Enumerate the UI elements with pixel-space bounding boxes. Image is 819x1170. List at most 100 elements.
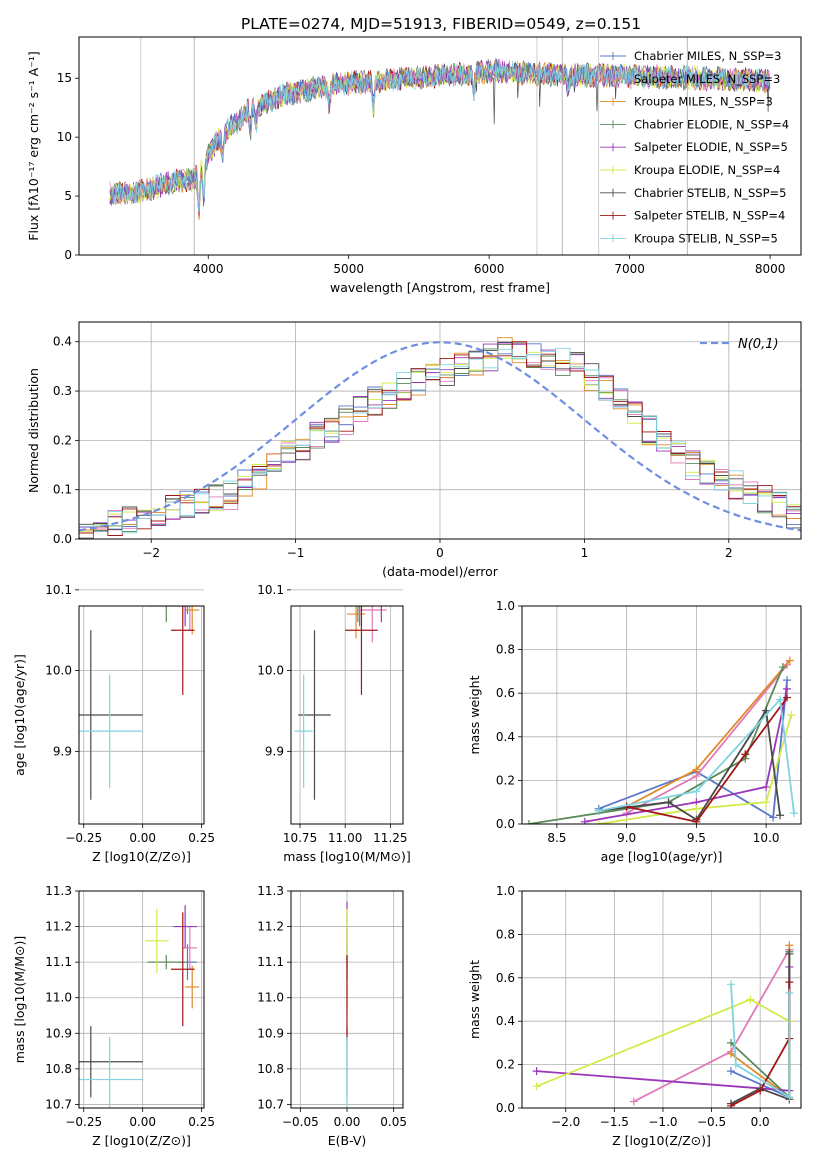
weight-marker — [783, 693, 792, 702]
weight-line-4 — [584, 688, 788, 823]
legend-entry-7: Salpeter STELIB, N_SSP=4 — [634, 209, 785, 223]
weight-marker — [778, 663, 787, 672]
y-tick-label: 0.0 — [496, 817, 515, 831]
x-tick-label: 7000 — [614, 262, 645, 276]
weight-marker — [532, 1067, 541, 1076]
weight-marker — [787, 711, 796, 719]
y-axis-label: mass weight — [467, 960, 482, 1039]
weight-marker — [727, 1038, 736, 1047]
legend-entry-8: Kroupa STELIB, N_SSP=5 — [634, 231, 778, 245]
weight-marker — [692, 787, 701, 796]
x-tick-label: 10.0 — [753, 831, 780, 845]
y-tick-label: 0.4 — [496, 1014, 515, 1028]
y-tick-label: 10.9 — [257, 1026, 284, 1040]
weight-marker — [532, 1082, 541, 1091]
figure-title: PLATE=0274, MJD=51913, FIBERID=0549, z=0… — [241, 15, 641, 33]
y-axis-label: age [log10(age/yr)] — [12, 654, 27, 776]
x-tick-label: 10.75 — [283, 831, 317, 845]
weight-marker — [594, 820, 603, 824]
x-tick-label: 5000 — [333, 262, 364, 276]
weight-marker — [785, 1093, 794, 1102]
legend-entry-1: Salpeter MILES, N_SSP=3 — [634, 72, 780, 86]
y-tick-label: 10.0 — [257, 664, 284, 678]
legend-entry-2: Kroupa MILES, N_SSP=3 — [634, 95, 773, 109]
legend-entry-0: Chabrier MILES, N_SSP=3 — [634, 49, 781, 63]
weight-marker — [741, 750, 750, 759]
y-tick-label: 10.9 — [45, 1026, 72, 1040]
y-tick-label: 0.4 — [53, 335, 72, 349]
y-axis-label: Flux [fλ10⁻¹⁷ erg cm⁻² s⁻¹ A⁻¹] — [26, 51, 41, 240]
histogram-series-8 — [79, 347, 801, 534]
x-tick-label: −0.05 — [282, 1115, 319, 1129]
x-tick-label: 11.25 — [373, 831, 407, 845]
spectrum-legend: Chabrier MILES, N_SSP=3 Salpeter MILES, N… — [600, 49, 789, 245]
weight-marker — [727, 1101, 736, 1108]
y-tick-label: 11.0 — [257, 991, 284, 1005]
spectrum-series-8 — [109, 60, 771, 212]
weight-marker — [746, 995, 755, 1004]
y-axis-label: Normed distribution — [26, 368, 41, 493]
x-tick-label: −1.5 — [600, 1115, 629, 1129]
y-tick-label: 11.2 — [45, 920, 72, 934]
weight-marker — [762, 798, 771, 807]
z-age-panel: −0.25 0.00 0.25 9.9 10.0 10.1 Z [log10(Z/Z⊙)] a… — [12, 583, 215, 864]
axes-frame — [290, 890, 404, 1109]
y-tick-label: 0.8 — [496, 643, 515, 657]
weight-marker — [783, 684, 792, 693]
y-tick-label: 11.1 — [45, 955, 72, 969]
weight-line-7 — [626, 697, 788, 823]
x-tick-label: 2 — [725, 546, 733, 560]
x-tick-label: 0.00 — [334, 1115, 361, 1129]
x-tick-label: 9.0 — [617, 831, 636, 845]
x-tick-label: −2.0 — [551, 1115, 580, 1129]
y-tick-label: 11.3 — [257, 884, 284, 898]
y-tick-label: 10.1 — [257, 583, 284, 597]
plot-area — [532, 941, 794, 1108]
x-tick-label: 0.05 — [380, 1115, 407, 1129]
mass-age-panel: 10.75 11.00 11.25 9.9 10.0 10.1 mass [log10(M/… — [257, 583, 411, 864]
weight-marker — [580, 817, 589, 824]
axes-frame — [78, 890, 205, 1109]
weight-marker — [762, 782, 771, 791]
weight-marker — [594, 806, 603, 815]
weight-marker — [776, 695, 785, 704]
y-tick-label: 10.1 — [45, 583, 72, 597]
y-tick-label: 0.2 — [53, 433, 72, 447]
plot-area — [294, 606, 387, 800]
weight-marker — [785, 978, 794, 987]
weight-marker — [692, 804, 701, 813]
y-tick-label: 0.8 — [496, 927, 515, 941]
spectrum-series-0 — [109, 57, 771, 211]
x-tick-label: 11.00 — [328, 831, 362, 845]
weight-line-1 — [626, 664, 788, 814]
x-tick-label: 0.25 — [188, 831, 215, 845]
x-tick-label: 0 — [436, 546, 444, 560]
x-tick-label: −0.25 — [65, 1115, 102, 1129]
x-axis-label: E(B-V) — [328, 1133, 367, 1148]
weight-marker — [762, 706, 771, 715]
age-weight-panel: 8.5 9.0 9.5 10.0 0.0 0.2 0.4 0.6 0.8 1.0 age [log1… — [467, 599, 802, 864]
legend-entry-3: Chabrier ELODIE, N_SSP=4 — [634, 117, 789, 131]
y-tick-label: 1.0 — [496, 599, 515, 613]
axes-frame — [78, 36, 802, 256]
y-tick-label: 10.0 — [45, 664, 72, 678]
weight-marker — [692, 817, 701, 824]
x-tick-label: −0.25 — [65, 831, 102, 845]
y-tick-label: 10.8 — [45, 1062, 72, 1076]
y-tick-label: 0 — [64, 248, 72, 262]
weight-marker — [731, 1060, 740, 1069]
histogram-series-6 — [79, 341, 801, 531]
x-tick-label: 8.5 — [547, 831, 566, 845]
x-tick-label: 0.00 — [129, 1115, 156, 1129]
weight-marker — [785, 949, 794, 958]
y-tick-label: 0.0 — [53, 532, 72, 546]
y-tick-label: 15 — [57, 71, 72, 85]
plot-area — [79, 606, 200, 800]
weight-marker — [664, 798, 673, 807]
plot-area — [79, 337, 801, 539]
y-tick-label: 9.9 — [53, 744, 72, 758]
x-tick-label: 0.0 — [751, 1115, 770, 1129]
y-tick-label: 0.0 — [496, 1101, 515, 1115]
weight-marker — [727, 1049, 736, 1058]
y-tick-label: 10.8 — [257, 1062, 284, 1076]
